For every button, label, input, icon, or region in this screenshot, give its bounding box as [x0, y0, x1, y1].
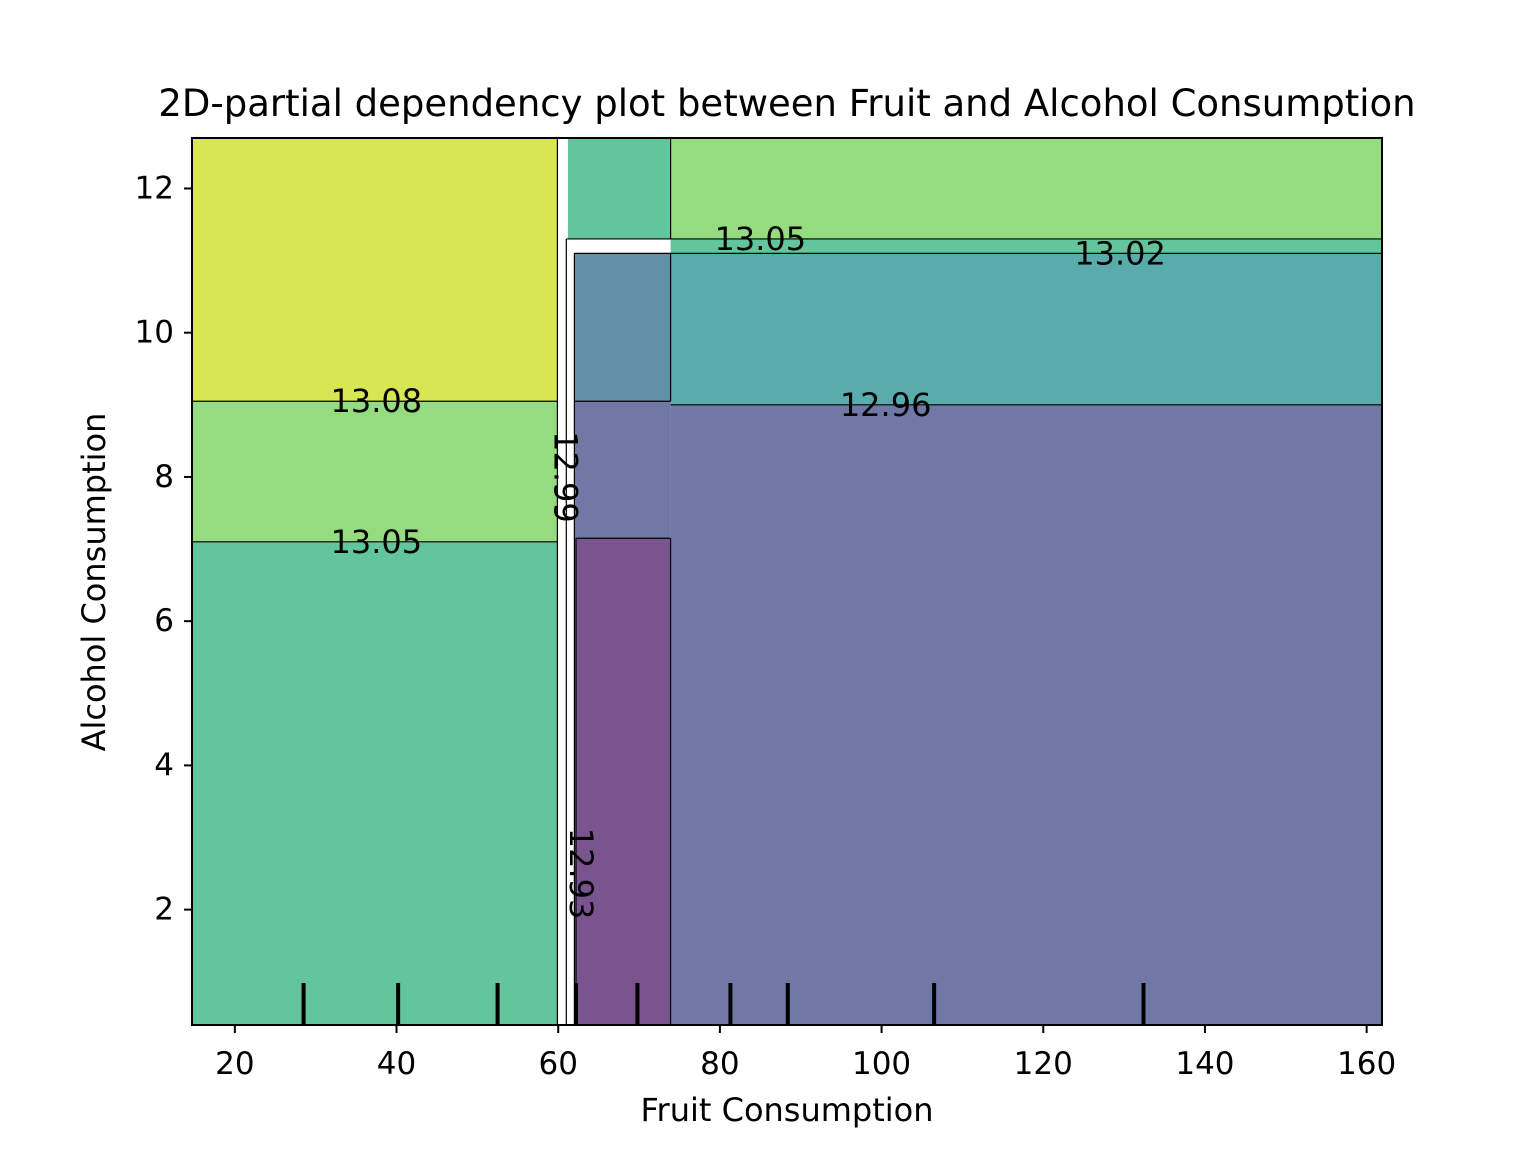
- contour-region-left-top: [192, 138, 558, 402]
- contour-labels: 13.08 13.05 13.05 13.02 12.96 12.99 12.93: [331, 220, 1166, 919]
- contour-region-middle-upper: [574, 253, 671, 402]
- contour-label: 13.05: [331, 523, 423, 561]
- y-tick-label: 10: [135, 315, 174, 351]
- rug-ticks: [301, 983, 1146, 1025]
- y-tick-label: 6: [154, 603, 174, 639]
- contour-label: 13.05: [715, 220, 807, 258]
- y-tick-label: 2: [154, 892, 174, 928]
- contour-label: 12.96: [840, 386, 932, 424]
- x-tick-label: 100: [852, 1046, 911, 1082]
- x-tick-label: 40: [377, 1046, 416, 1082]
- contour-region-left-bottom: [192, 541, 558, 1025]
- contour-region-left-middle: [192, 401, 558, 542]
- contour-label: 12.93: [562, 828, 600, 920]
- contour-region-right-top: [670, 138, 1382, 239]
- x-axis-label: Fruit Consumption: [640, 1091, 933, 1129]
- contour-region-middle-bottom: [576, 538, 671, 1025]
- x-tick-label: 120: [1014, 1046, 1073, 1082]
- contour-region-right-upper: [670, 253, 1382, 405]
- contour-label-group-4: 12.96: [840, 386, 932, 424]
- contour-label-group-3: 13.02: [1074, 234, 1166, 272]
- contour-region-right-lower: [670, 404, 1382, 1025]
- contour-lines: [192, 138, 1382, 1025]
- contour-label-group-0: 13.08: [331, 382, 423, 420]
- x-axis: 20 40 60 80 100 120 140 160: [215, 1025, 1396, 1082]
- y-axis-label: Alcohol Consumption: [75, 413, 113, 752]
- x-tick-label: 140: [1175, 1046, 1234, 1082]
- y-tick-label: 4: [154, 747, 174, 783]
- contour-label-group-2: 13.05: [715, 220, 807, 258]
- x-tick-label: 80: [700, 1046, 739, 1082]
- contour-label-group-5: 12.99: [546, 431, 584, 523]
- y-tick-label: 8: [154, 459, 174, 495]
- y-tick-label: 12: [135, 170, 174, 206]
- contour-label-group-6: 12.93: [562, 828, 600, 920]
- contour-label: 12.99: [546, 431, 584, 523]
- y-axis: 2 4 6 8 10 12: [135, 170, 192, 928]
- x-tick-label: 60: [538, 1046, 577, 1082]
- contour-region-middle-top: [567, 138, 671, 239]
- plot-area: 13.08 13.05 13.05 13.02 12.96 12.99 12.93: [192, 138, 1382, 1025]
- chart-title: 2D-partial dependency plot between Fruit…: [158, 82, 1415, 125]
- contour-label: 13.08: [331, 382, 423, 420]
- x-tick-label: 160: [1337, 1046, 1396, 1082]
- contour-label: 13.02: [1074, 234, 1166, 272]
- contour-label-group-1: 13.05: [331, 523, 423, 561]
- x-tick-label: 20: [215, 1046, 254, 1082]
- contour-regions: [192, 138, 1382, 1025]
- contour-region-right-band: [670, 238, 1382, 254]
- plot-frame: [191, 137, 1383, 1026]
